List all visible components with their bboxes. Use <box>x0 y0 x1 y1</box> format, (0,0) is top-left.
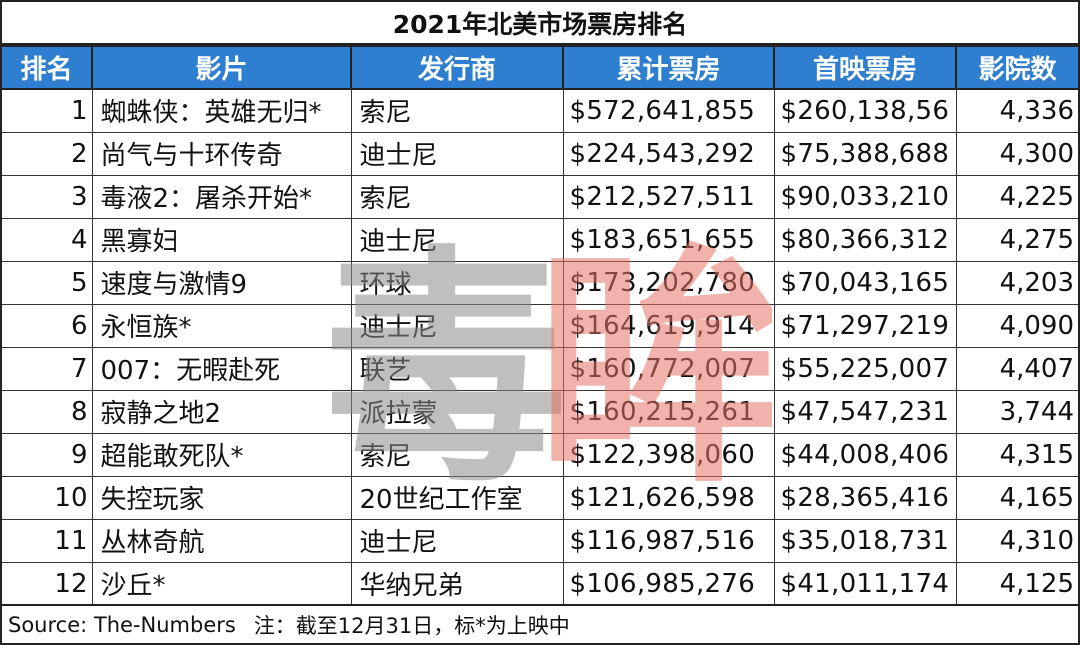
cell-opening-gross: $47,547,231 <box>773 389 957 434</box>
header-opening-gross: 首映票房 <box>773 45 957 90</box>
cell-distributor: 迪士尼 <box>350 131 564 176</box>
table-row: 10 失控玩家 20世纪工作室 $121,626,598 $28,365,416 4,16… <box>2 475 1078 520</box>
cell-theaters: 4,125 <box>955 561 1078 606</box>
cell-film: 毒液2：屠杀开始* <box>91 174 352 219</box>
footer-note: Source: The-Numbers 注：截至12月31日，标*为上映中 <box>2 604 1078 643</box>
table-row: 6 永恒族* 迪士尼 $164,619,914 $71,297,219 4,090 <box>2 303 1078 348</box>
cell-rank: 12 <box>2 561 93 606</box>
table-row: 12 沙丘* 华纳兄弟 $106,985,276 $41,011,174 4,125 <box>2 561 1078 606</box>
table-row: 8 寂静之地2 派拉蒙 $160,215,261 $47,547,231 3,744 <box>2 389 1078 434</box>
cell-theaters: 4,225 <box>955 174 1078 219</box>
cell-opening-gross: $28,365,416 <box>773 475 957 520</box>
cell-rank: 5 <box>2 260 93 305</box>
cell-total-gross: $183,651,655 <box>562 217 775 262</box>
cell-opening-gross: $75,388,688 <box>773 131 957 176</box>
table-row: 1 蜘蛛侠：英雄无归* 索尼 $572,641,855 $260,138,56 4,336 <box>2 88 1078 133</box>
table-row: 2 尚气与十环传奇 迪士尼 $224,543,292 $75,388,688 4,300 <box>2 131 1078 176</box>
cell-total-gross: $160,215,261 <box>562 389 775 434</box>
cell-distributor: 派拉蒙 <box>350 389 564 434</box>
cell-opening-gross: $70,043,165 <box>773 260 957 305</box>
cell-total-gross: $224,543,292 <box>562 131 775 176</box>
header-theaters: 影院数 <box>955 45 1078 90</box>
table-row: 5 速度与激情9 环球 $173,202,780 $70,043,165 4,203 <box>2 260 1078 305</box>
cell-distributor: 华纳兄弟 <box>350 561 564 606</box>
cell-rank: 11 <box>2 518 93 563</box>
cell-film: 沙丘* <box>91 561 352 606</box>
cell-distributor: 迪士尼 <box>350 217 564 262</box>
cell-distributor: 索尼 <box>350 432 564 477</box>
cell-total-gross: $212,527,511 <box>562 174 775 219</box>
cell-opening-gross: $41,011,174 <box>773 561 957 606</box>
cell-rank: 3 <box>2 174 93 219</box>
cell-rank: 6 <box>2 303 93 348</box>
cell-film: 速度与激情9 <box>91 260 352 305</box>
cell-opening-gross: $80,366,312 <box>773 217 957 262</box>
cell-rank: 8 <box>2 389 93 434</box>
cell-distributor: 索尼 <box>350 174 564 219</box>
cell-theaters: 4,407 <box>955 346 1078 391</box>
cell-film: 超能敢死队* <box>91 432 352 477</box>
cell-total-gross: $116,987,516 <box>562 518 775 563</box>
cell-film: 蜘蛛侠：英雄无归* <box>91 88 352 133</box>
cell-total-gross: $121,626,598 <box>562 475 775 520</box>
cell-film: 007：无暇赴死 <box>91 346 352 391</box>
cell-total-gross: $572,641,855 <box>562 88 775 133</box>
cell-rank: 2 <box>2 131 93 176</box>
cell-film: 黑寡妇 <box>91 217 352 262</box>
table-row: 11 丛林奇航 迪士尼 $116,987,516 $35,018,731 4,310 <box>2 518 1078 563</box>
cell-theaters: 4,203 <box>955 260 1078 305</box>
cell-theaters: 4,336 <box>955 88 1078 133</box>
cell-opening-gross: $90,033,210 <box>773 174 957 219</box>
table-row: 4 黑寡妇 迪士尼 $183,651,655 $80,366,312 4,275 <box>2 217 1078 262</box>
cell-total-gross: $173,202,780 <box>562 260 775 305</box>
cell-opening-gross: $71,297,219 <box>773 303 957 348</box>
cell-distributor: 索尼 <box>350 88 564 133</box>
cell-total-gross: $122,398,060 <box>562 432 775 477</box>
cutoff-note: 注：截至12月31日，标*为上映中 <box>253 613 570 638</box>
cell-theaters: 4,090 <box>955 303 1078 348</box>
cell-distributor: 迪士尼 <box>350 303 564 348</box>
header-row: 排名 影片 发行商 累计票房 首映票房 影院数 <box>2 45 1078 90</box>
cell-distributor: 联艺 <box>350 346 564 391</box>
table-title: 2021年北美市场票房排名 <box>2 2 1078 45</box>
cell-theaters: 4,300 <box>955 131 1078 176</box>
source-label: Source: The-Numbers <box>8 612 236 637</box>
cell-film: 寂静之地2 <box>91 389 352 434</box>
cell-total-gross: $106,985,276 <box>562 561 775 606</box>
table-row: 9 超能敢死队* 索尼 $122,398,060 $44,008,406 4,315 <box>2 432 1078 477</box>
cell-rank: 10 <box>2 475 93 520</box>
header-total-gross: 累计票房 <box>562 45 775 90</box>
cell-film: 永恒族* <box>91 303 352 348</box>
cell-total-gross: $164,619,914 <box>562 303 775 348</box>
cell-opening-gross: $260,138,56 <box>773 88 957 133</box>
cell-theaters: 4,310 <box>955 518 1078 563</box>
cell-film: 丛林奇航 <box>91 518 352 563</box>
cell-opening-gross: $35,018,731 <box>773 518 957 563</box>
cell-rank: 7 <box>2 346 93 391</box>
cell-distributor: 迪士尼 <box>350 518 564 563</box>
cell-distributor: 20世纪工作室 <box>350 475 564 520</box>
cell-rank: 4 <box>2 217 93 262</box>
cell-film: 尚气与十环传奇 <box>91 131 352 176</box>
cell-opening-gross: $55,225,007 <box>773 346 957 391</box>
box-office-table: 排名 影片 发行商 累计票房 首映票房 影院数 1 蜘蛛侠：英雄无归* 索尼 $572… <box>2 45 1078 606</box>
cell-film: 失控玩家 <box>91 475 352 520</box>
cell-rank: 9 <box>2 432 93 477</box>
cell-rank: 1 <box>2 88 93 133</box>
table-row: 7 007：无暇赴死 联艺 $160,772,007 $55,225,007 4,407 <box>2 346 1078 391</box>
cell-theaters: 3,744 <box>955 389 1078 434</box>
cell-total-gross: $160,772,007 <box>562 346 775 391</box>
cell-distributor: 环球 <box>350 260 564 305</box>
table-row: 3 毒液2：屠杀开始* 索尼 $212,527,511 $90,033,210 4,225 <box>2 174 1078 219</box>
header-rank: 排名 <box>2 45 93 90</box>
cell-theaters: 4,275 <box>955 217 1078 262</box>
cell-theaters: 4,315 <box>955 432 1078 477</box>
cell-opening-gross: $44,008,406 <box>773 432 957 477</box>
header-film: 影片 <box>91 45 352 90</box>
header-distributor: 发行商 <box>350 45 564 90</box>
cell-theaters: 4,165 <box>955 475 1078 520</box>
